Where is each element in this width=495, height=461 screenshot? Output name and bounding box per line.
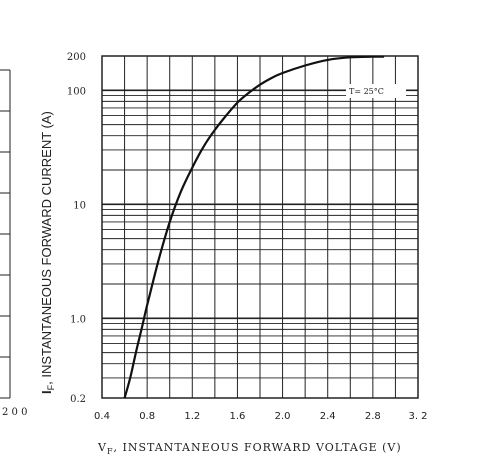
left-panel-ticks: [0, 69, 10, 399]
left-panel-tick-label: 2 0 0: [2, 407, 27, 418]
x-axis-label: VF, INSTANTANEOUS FORWARD VOLTAGE (V): [97, 441, 402, 456]
x-tick-label: 2.8: [365, 411, 381, 422]
y-tick-labels: 0.2 1.0 10 100 200: [67, 52, 86, 405]
y-tick-label: 10: [73, 200, 86, 211]
y-axis-label-subscript: F: [46, 384, 56, 390]
x-axis-label-symbol: V: [97, 441, 107, 454]
annotation-text: T= 25°C: [349, 87, 384, 96]
x-axis-label-subscript: F: [107, 447, 114, 456]
x-tick-label: 1.2: [184, 411, 200, 422]
y-tick-label: 100: [67, 86, 86, 97]
y-axis-label-symbol: I: [39, 390, 54, 394]
y-axis-label-text: , INSTANTANEOUS FORWARD CURRENT (A): [39, 111, 54, 385]
x-axis-label-text: , INSTANTANEOUS FORWARD VOLTAGE (V): [114, 441, 402, 454]
y-tick-label: 1.0: [70, 314, 86, 325]
forward-current-curve: [123, 55, 385, 399]
x-tick-label: 2.0: [275, 411, 291, 422]
grid: [102, 56, 418, 398]
temperature-annotation: T= 25°C: [346, 84, 406, 98]
x-tick-label: 0.4: [94, 411, 110, 422]
x-tick-label: 0.8: [139, 411, 155, 422]
y-tick-label: 0.2: [70, 394, 86, 405]
x-tick-label: 1.6: [229, 411, 245, 422]
y-tick-label: 200: [67, 52, 86, 63]
x-tick-label: 2.4: [320, 411, 336, 422]
x-tick-labels: 0.4 0.8 1.2 1.6 2.0 2.4 2.8 3. 2: [94, 411, 428, 422]
y-axis-label: IF, INSTANTANEOUS FORWARD CURRENT (A): [39, 111, 56, 394]
plot-frame: [101, 55, 419, 399]
annotation-box: [346, 84, 406, 98]
x-tick-label: 3. 2: [408, 411, 427, 422]
left-panel-fragment: 2 0 0: [0, 69, 27, 418]
